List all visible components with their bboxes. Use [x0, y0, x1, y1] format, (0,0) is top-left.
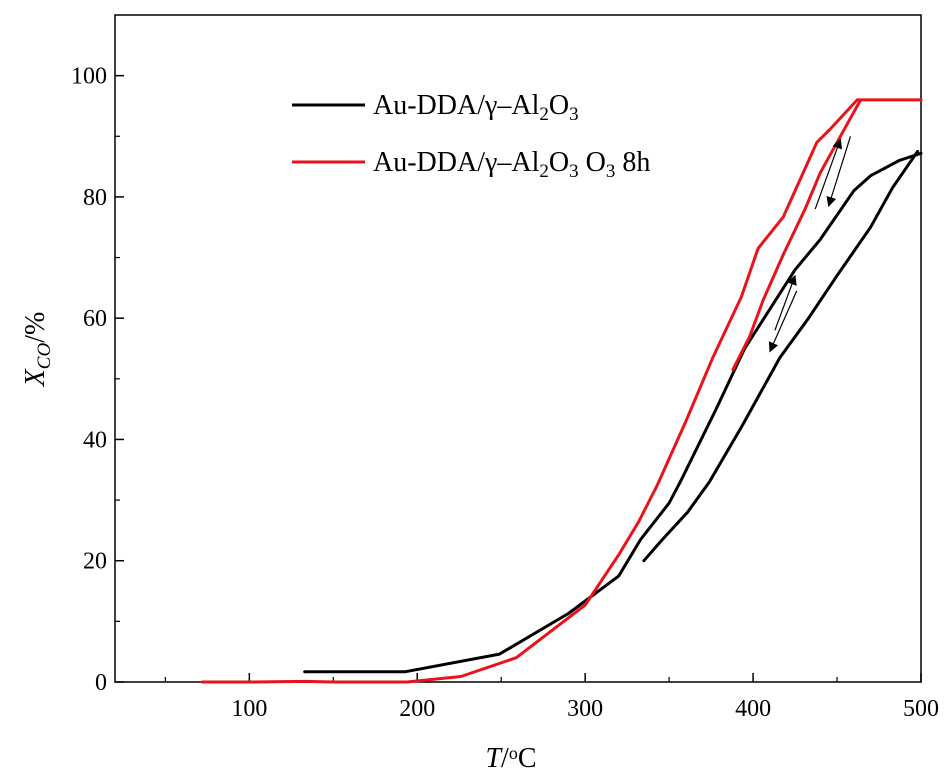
- y-axis-label: XCO/%: [20, 312, 55, 388]
- y-tick-label: 60: [83, 306, 107, 332]
- series-1-line-cooling: [642, 149, 920, 563]
- arrow-down-annotation: [826, 136, 852, 207]
- series-1-line-heating: [303, 151, 923, 674]
- annotation-layer: [768, 136, 852, 353]
- y-tick-label: 40: [83, 427, 107, 453]
- plot-area-frame: [114, 14, 922, 683]
- arrow-down-annotation: [768, 290, 798, 353]
- legend-label: Au-DDA/γ–Al2O3: [373, 90, 579, 125]
- axis-ticks: 100 200 300 400 500 0 20 40 60 80 100: [71, 64, 939, 722]
- legend-label: Au-DDA/γ–Al2O3 O3 8h: [373, 147, 650, 182]
- legend: Au-DDA/γ–Al2O3 Au-DDA/γ–Al2O3 O3 8h: [292, 90, 650, 182]
- x-tick-label: 300: [567, 696, 603, 722]
- x-axis-label: T/oC: [485, 743, 536, 774]
- y-tick-label: 20: [83, 549, 107, 575]
- series-layer: [200, 98, 923, 684]
- x-tick-label: 200: [399, 696, 435, 722]
- arrow-up-annotation: [814, 138, 843, 210]
- y-tick-label: 0: [95, 670, 107, 696]
- series-2-line-heating: [200, 98, 923, 684]
- x-tick-label: 500: [903, 696, 939, 722]
- series-2-line-cooling: [731, 98, 863, 372]
- x-tick-label: 400: [735, 696, 771, 722]
- y-tick-label: 100: [71, 64, 107, 90]
- x-tick-label: 100: [231, 696, 267, 722]
- arrow-up-annotation: [774, 274, 797, 331]
- y-tick-label: 80: [83, 185, 107, 211]
